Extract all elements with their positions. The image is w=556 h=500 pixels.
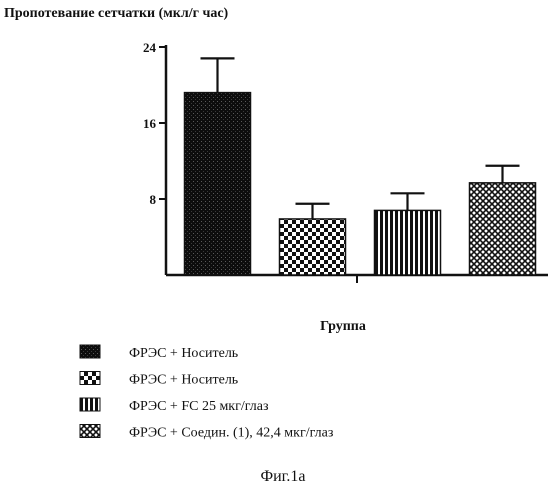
legend-label: ФРЭС + FC 25 мкг/глаз bbox=[129, 399, 269, 414]
bar bbox=[468, 182, 537, 276]
legend-swatch bbox=[79, 371, 101, 385]
legend-label: ФРЭС + Носитель bbox=[129, 346, 238, 361]
y-ticks: 8 16 24 bbox=[143, 40, 166, 207]
bar bbox=[278, 218, 347, 276]
legend-swatch bbox=[79, 397, 101, 412]
legend-swatch bbox=[79, 424, 101, 438]
x-axis-label: Группа bbox=[320, 319, 366, 334]
legend-label: ФРЭС + Соедин. (1), 42,4 мкг/глаз bbox=[129, 426, 334, 441]
bar bbox=[183, 91, 252, 276]
y-tick-label: 16 bbox=[143, 116, 157, 131]
legend-label: ФРЭС + Носитель bbox=[129, 373, 238, 388]
legend-swatch bbox=[79, 344, 101, 359]
bars bbox=[183, 57, 537, 276]
y-tick-label: 24 bbox=[143, 40, 157, 55]
figure-caption: Фиг.1а bbox=[260, 468, 305, 485]
y-axis-label: Пропотевание сетчатки (мкл/г час) bbox=[4, 6, 229, 21]
legend: ФРЭС + Носитель ФРЭС + Носитель ФРЭС + FC … bbox=[79, 344, 334, 441]
bar bbox=[373, 209, 442, 276]
y-tick-label: 8 bbox=[150, 192, 157, 207]
